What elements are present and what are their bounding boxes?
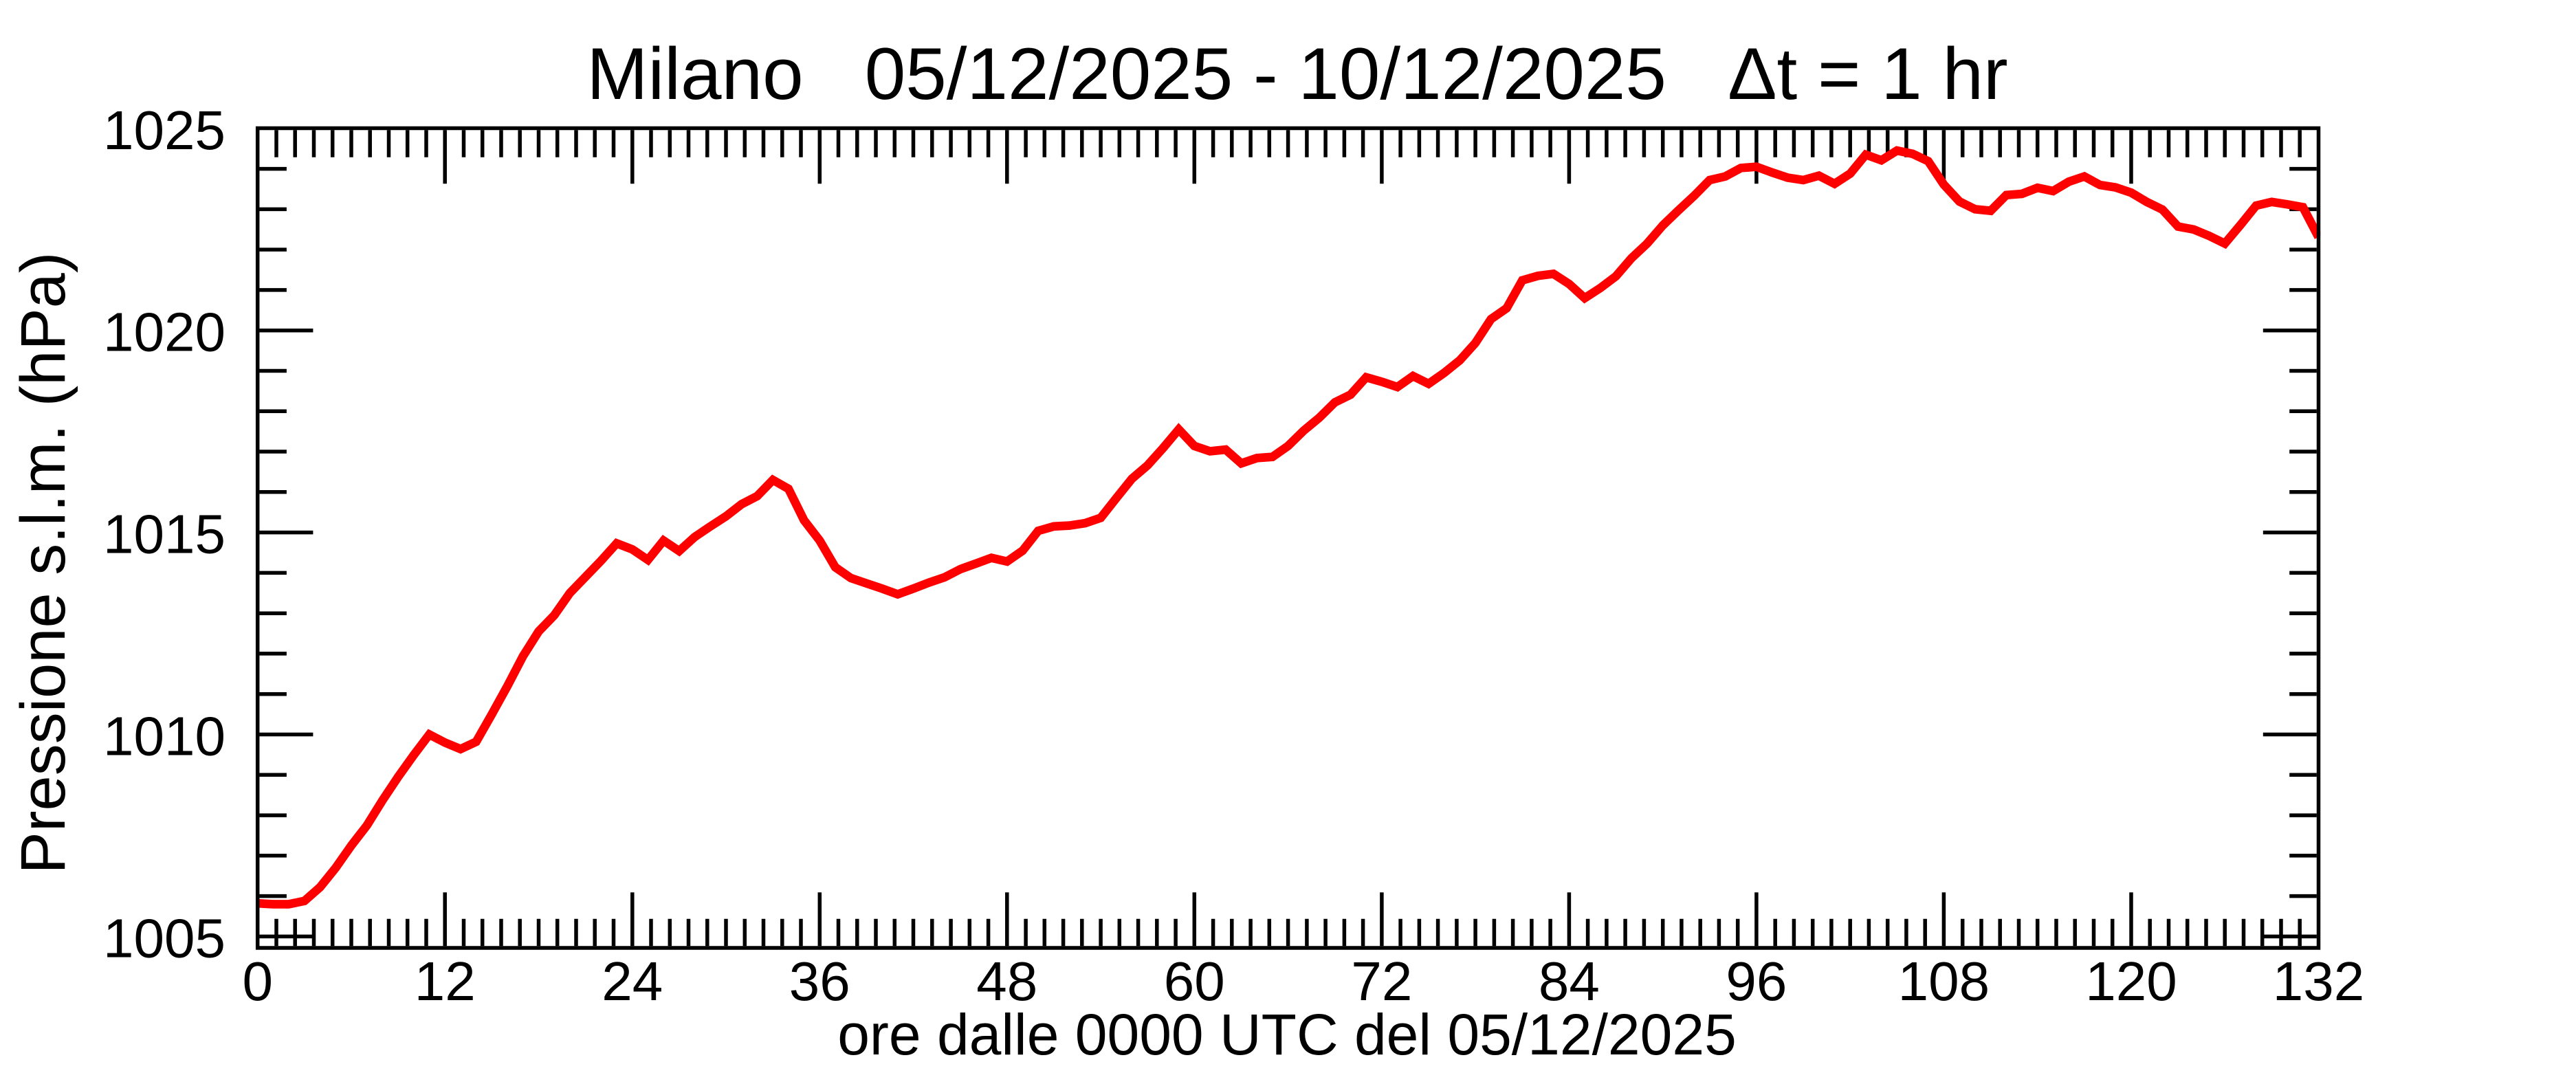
svg-text:96: 96 [1726, 951, 1787, 1012]
svg-text:48: 48 [976, 951, 1037, 1012]
svg-text:12: 12 [415, 951, 476, 1012]
svg-text:60: 60 [1164, 951, 1225, 1012]
svg-text:1020: 1020 [103, 302, 225, 363]
svg-text:24: 24 [602, 951, 663, 1012]
svg-text:Pressione s.l.m. (hPa): Pressione s.l.m. (hPa) [8, 252, 78, 874]
svg-text:132: 132 [2273, 951, 2364, 1012]
svg-text:1025: 1025 [103, 100, 225, 161]
svg-text:120: 120 [2085, 951, 2177, 1012]
svg-text:1015: 1015 [103, 504, 225, 565]
svg-text:72: 72 [1351, 951, 1412, 1012]
svg-text:36: 36 [789, 951, 850, 1012]
svg-text:0: 0 [242, 951, 273, 1012]
svg-text:1005: 1005 [103, 907, 225, 969]
svg-text:108: 108 [1898, 951, 1990, 1012]
svg-text:ore dalle 0000 UTC del 05/12/2: ore dalle 0000 UTC del 05/12/2025 [837, 1002, 1737, 1067]
svg-text:84: 84 [1539, 951, 1600, 1012]
svg-text:1010: 1010 [103, 706, 225, 767]
svg-text:Milano 05/12/2025 - 10/12/20: Milano 05/12/2025 - 10/12/2025 Δt = 1 hr [586, 32, 2007, 115]
